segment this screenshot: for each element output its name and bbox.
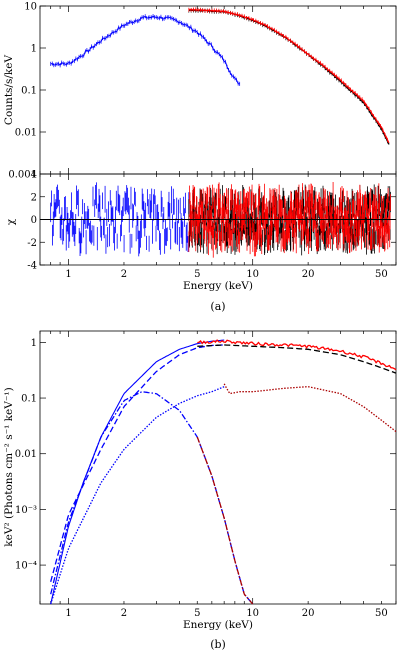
panel-a-bottom-series xyxy=(40,182,396,258)
series-line xyxy=(188,9,390,145)
y-tick-label: 10⁻⁴ xyxy=(15,561,37,572)
y-tick-label: 0.01 xyxy=(15,449,37,460)
panel-b-ticks xyxy=(39,331,397,604)
panel-b-frame xyxy=(39,330,397,605)
panel-a-bottom-x-tick-labels: 1 2 5 10 20 50 xyxy=(65,269,387,280)
panel-a-top-series xyxy=(50,7,390,145)
panel-a-bottom-xlabel: Energy (keV) xyxy=(183,280,253,292)
panel-a-top: 0.001 0.01 0.1 1 10 Counts/s/keV xyxy=(3,2,397,181)
y-tick-label: -2 xyxy=(27,238,37,249)
panel-b-xlabel: Energy (keV) xyxy=(183,619,253,631)
panel-a-bottom-ticks xyxy=(39,173,397,266)
x-tick-label: 5 xyxy=(194,608,200,619)
panel-b-x-tick-labels: 1 2 5 10 20 50 xyxy=(65,608,387,619)
panel-a-bottom-y-tick-labels: -4 -2 0 2 4 xyxy=(27,170,37,272)
y-tick-label: -4 xyxy=(27,261,37,272)
panel-a-bottom-ylabel: χ xyxy=(5,218,17,225)
series-line xyxy=(50,15,240,85)
model-curve xyxy=(196,436,254,605)
x-tick-label: 2 xyxy=(121,608,127,619)
y-tick-label: 1 xyxy=(31,338,37,349)
x-tick-label: 1 xyxy=(65,608,71,619)
x-tick-label: 5 xyxy=(194,269,200,280)
x-tick-label: 50 xyxy=(375,608,388,619)
model-curve xyxy=(50,339,225,605)
model-curve xyxy=(50,386,225,605)
panel-a-caption: (a) xyxy=(210,300,225,313)
panel-b-caption: (b) xyxy=(210,638,226,651)
panel-a-top-frame xyxy=(39,5,397,175)
y-tick-label: 0.1 xyxy=(21,394,37,405)
series-line xyxy=(188,8,390,144)
model-curve xyxy=(223,383,397,433)
y-tick-label: 1 xyxy=(31,44,37,55)
x-tick-label: 50 xyxy=(375,269,388,280)
y-tick-label: 10 xyxy=(24,2,37,13)
panel-a-top-ylabel: Counts/s/keV xyxy=(3,55,15,126)
model-curve xyxy=(197,339,397,371)
y-tick-label: 2 xyxy=(31,192,37,203)
y-tick-label: 0.1 xyxy=(21,86,37,97)
x-tick-label: 10 xyxy=(246,608,259,619)
x-tick-label: 1 xyxy=(65,269,71,280)
panel-a-top-y-tick-labels: 0.001 0.01 0.1 1 10 xyxy=(8,2,37,181)
panel-a-top-ticks xyxy=(39,5,397,175)
x-tick-label: 20 xyxy=(302,608,315,619)
panel-a-bottom: -4 -2 0 2 4 1 2 5 10 20 50 χ Energy (keV) xyxy=(5,170,397,292)
x-tick-label: 10 xyxy=(246,269,259,280)
y-tick-label: 0.01 xyxy=(15,128,37,139)
x-tick-label: 20 xyxy=(302,269,315,280)
y-tick-label: 0 xyxy=(31,215,37,226)
y-tick-label: 4 xyxy=(31,170,37,181)
panel-b-y-tick-labels: 10⁻⁴ 10⁻³ 0.01 0.1 1 xyxy=(15,338,37,572)
panel-b-ylabel: keV² (Photons cm⁻² s⁻¹ keV⁻¹) xyxy=(3,387,15,546)
panel-b: 10⁻⁴ 10⁻³ 0.01 0.1 1 1 2 5 10 20 50 keV² (Photons… xyxy=(3,330,397,631)
model-curve xyxy=(197,344,397,374)
x-tick-label: 2 xyxy=(121,269,127,280)
y-tick-label: 10⁻³ xyxy=(15,505,37,516)
y-tick-label: 0.001 xyxy=(8,170,37,181)
panel-b-series xyxy=(50,339,397,605)
model-curve xyxy=(50,391,254,605)
